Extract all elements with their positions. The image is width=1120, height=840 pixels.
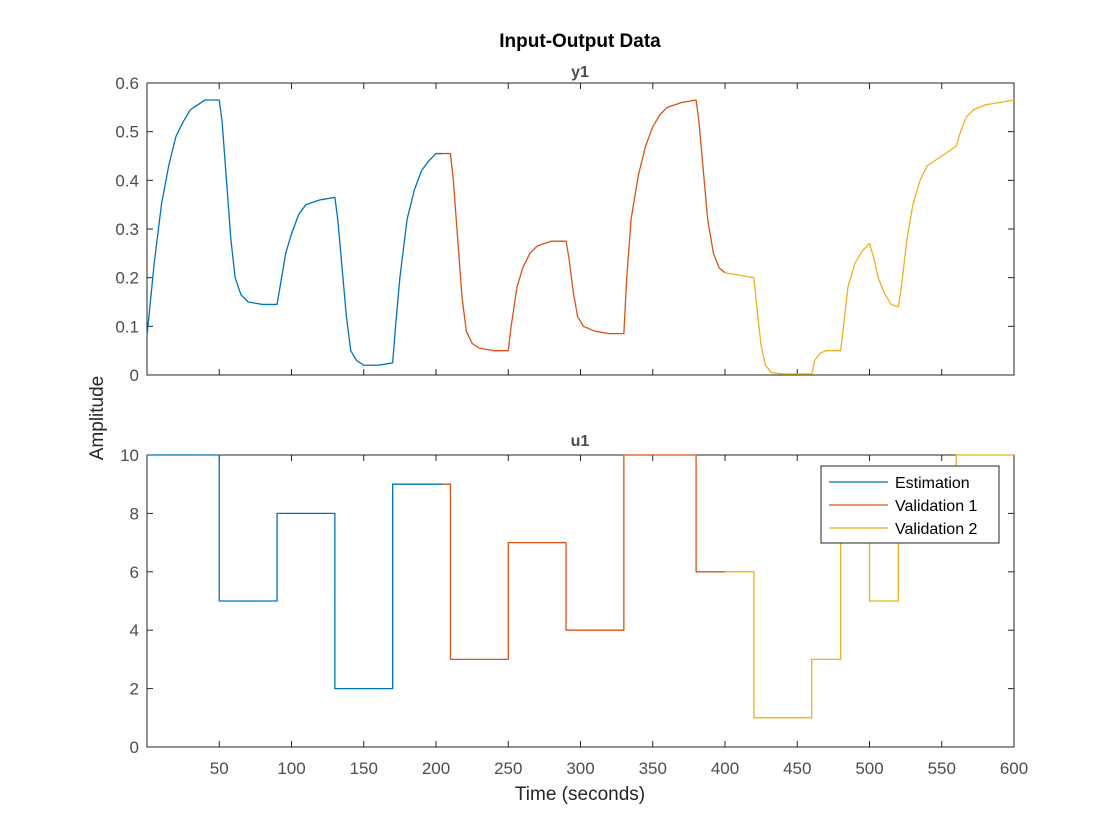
legend: Estimation Validation 1 Validation 2	[820, 465, 1000, 544]
legend-label-validation-1: Validation 1	[895, 498, 978, 515]
legend-label-estimation: Estimation	[895, 475, 970, 492]
series-line-y1-estimation	[146, 99, 444, 366]
y-tick-label-u1-3: 6	[130, 563, 139, 582]
upper-panel-y1: y1 0 0.1 0.2 0.3 0.4 0.5 0.6	[115, 64, 1015, 385]
x-tick-label-u1-4: 250	[494, 759, 522, 778]
series-line-y1-validation-2	[724, 99, 1015, 375]
y-tick-label-y1-0: 0	[130, 366, 139, 385]
y-tick-label-u1-4: 8	[130, 504, 139, 523]
panel-title-y1: y1	[571, 64, 589, 81]
y-tick-label-u1-5: 10	[120, 446, 139, 465]
x-tick-label-u1-1: 100	[277, 759, 305, 778]
ticks-u1: 0 2 4 6 8 10 50 100 150 200 250 300 350 400 450 500 550 6…	[120, 446, 1028, 778]
x-tick-label-u1-7: 400	[711, 759, 739, 778]
y-tick-label-u1-1: 2	[130, 680, 139, 699]
x-tick-label-u1-6: 350	[639, 759, 667, 778]
axes-box-y1	[146, 82, 1015, 376]
x-tick-label-u1-2: 150	[350, 759, 378, 778]
x-tick-label-u1-5: 300	[566, 759, 594, 778]
x-tick-label-u1-11: 600	[1000, 759, 1028, 778]
y-tick-label-y1-1: 0.1	[115, 317, 139, 336]
x-axis-label: Time (seconds)	[515, 784, 645, 805]
y-axis-label: Amplitude	[87, 376, 108, 461]
series-line-y1-validation-1	[443, 99, 726, 352]
y-tick-label-y1-6: 0.6	[115, 74, 139, 93]
x-tick-label-u1-3: 200	[422, 759, 450, 778]
y-tick-label-u1-2: 4	[130, 621, 139, 640]
y-tick-label-y1-4: 0.4	[115, 171, 139, 190]
panel-title-u1: u1	[571, 433, 590, 450]
x-tick-label-u1-0: 50	[210, 759, 229, 778]
y-tick-label-u1-0: 0	[130, 738, 139, 757]
lines-y1	[146, 99, 1015, 375]
series-line-u1-validation-1	[443, 454, 725, 661]
chart-title: Input-Output Data	[499, 31, 661, 52]
series-line-u1-estimation	[147, 454, 444, 690]
x-tick-label-u1-8: 450	[783, 759, 811, 778]
y-tick-label-y1-3: 0.3	[115, 220, 139, 239]
legend-label-validation-2: Validation 2	[895, 521, 978, 538]
ticks-y1: 0 0.1 0.2 0.3 0.4 0.5 0.6	[115, 74, 1015, 385]
x-tick-label-u1-10: 550	[928, 759, 956, 778]
x-tick-label-u1-9: 500	[855, 759, 883, 778]
y-tick-label-y1-5: 0.5	[115, 123, 139, 142]
y-tick-label-y1-2: 0.2	[115, 269, 139, 288]
